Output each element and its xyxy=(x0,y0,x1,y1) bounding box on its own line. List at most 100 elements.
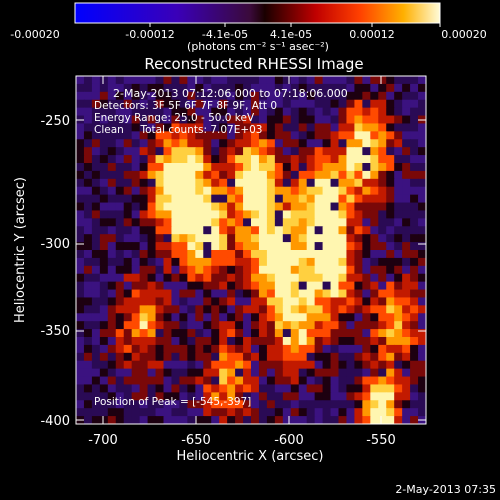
image-pixel xyxy=(155,376,165,386)
image-pixel xyxy=(346,329,355,338)
image-pixel xyxy=(251,107,260,117)
image-pixel xyxy=(338,76,348,85)
image-pixel xyxy=(394,226,403,235)
image-pixel xyxy=(354,400,363,409)
image-pixel xyxy=(330,139,340,148)
image-pixel xyxy=(338,163,348,172)
image-pixel xyxy=(235,131,244,140)
image-pixel xyxy=(219,273,228,283)
image-pixel xyxy=(282,107,292,117)
image-pixel xyxy=(243,170,252,180)
image-pixel xyxy=(418,313,426,322)
image-pixel xyxy=(362,265,371,275)
image-pixel xyxy=(219,376,228,386)
image-pixel xyxy=(227,202,236,212)
image-pixel xyxy=(195,337,204,346)
image-pixel xyxy=(386,368,395,378)
image-pixel xyxy=(211,131,220,140)
image-pixel xyxy=(251,265,260,275)
image-pixel xyxy=(211,360,220,370)
image-pixel xyxy=(147,131,157,140)
image-pixel xyxy=(314,337,324,346)
image-pixel xyxy=(203,281,212,291)
image-pixel xyxy=(354,250,363,259)
image-pixel xyxy=(163,416,173,424)
image-pixel xyxy=(123,360,133,370)
image-pixel xyxy=(147,99,157,109)
image-pixel xyxy=(76,99,85,109)
image-pixel xyxy=(107,155,117,164)
image-pixel xyxy=(282,186,292,196)
image-pixel xyxy=(330,281,340,291)
image-pixel xyxy=(354,202,363,212)
image-pixel xyxy=(354,360,363,370)
image-pixel xyxy=(298,186,308,196)
image-pixel xyxy=(171,234,180,243)
image-pixel xyxy=(282,131,292,140)
image-pixel xyxy=(290,242,300,251)
image-pixel xyxy=(179,202,188,212)
image-pixel xyxy=(306,147,316,156)
image-pixel xyxy=(211,107,220,117)
image-pixel xyxy=(91,83,101,93)
image-pixel xyxy=(338,273,348,283)
colorbar-tick-label-3: 4.1e-05 xyxy=(270,28,312,41)
image-pixel xyxy=(155,400,165,409)
image-pixel xyxy=(147,218,157,227)
image-pixel xyxy=(386,305,395,314)
image-pixel xyxy=(394,194,403,204)
image-pixel xyxy=(187,360,196,370)
image-pixel xyxy=(402,297,411,306)
image-pixel xyxy=(338,210,348,219)
image-pixel xyxy=(147,242,157,251)
image-pixel xyxy=(274,305,284,314)
image-pixel xyxy=(211,281,220,291)
image-pixel xyxy=(155,186,165,196)
image-pixel xyxy=(378,163,387,172)
image-pixel xyxy=(378,123,387,132)
annotation-detectors: Detectors: 3F 5F 6F 7F 8F 9F, Att 0 xyxy=(94,100,277,112)
image-pixel xyxy=(402,210,411,219)
image-pixel xyxy=(243,91,252,101)
image-pixel xyxy=(99,178,109,188)
image-pixel xyxy=(282,384,292,393)
image-pixel xyxy=(298,202,308,212)
image-pixel xyxy=(123,305,133,314)
image-pixel xyxy=(211,384,220,393)
image-pixel xyxy=(370,297,379,306)
image-pixel xyxy=(219,99,228,109)
image-pixel xyxy=(171,178,180,188)
image-pixel xyxy=(123,416,133,424)
image-pixel xyxy=(123,281,133,291)
image-pixel xyxy=(219,242,228,251)
image-pixel xyxy=(139,210,149,219)
image-pixel xyxy=(91,234,101,243)
image-pixel xyxy=(282,273,292,283)
image-pixel xyxy=(410,163,419,172)
image-pixel xyxy=(147,123,157,132)
image-pixel xyxy=(83,250,93,259)
image-pixel xyxy=(290,289,300,299)
image-pixel xyxy=(362,186,371,196)
image-pixel xyxy=(362,297,371,306)
image-pixel xyxy=(410,416,419,424)
image-pixel xyxy=(187,321,196,330)
image-pixel xyxy=(298,352,308,362)
image-pixel xyxy=(99,123,109,132)
image-pixel xyxy=(235,392,244,401)
image-pixel xyxy=(354,376,363,386)
image-pixel xyxy=(76,163,85,172)
image-pixel xyxy=(179,226,188,235)
image-pixel xyxy=(258,384,268,393)
y-tick-label-0: -250 xyxy=(40,114,70,129)
image-pixel xyxy=(235,163,244,172)
image-pixel xyxy=(91,360,101,370)
image-pixel xyxy=(306,368,316,378)
image-pixel xyxy=(346,257,355,267)
image-pixel xyxy=(251,416,260,424)
image-pixel xyxy=(155,416,165,424)
image-pixel xyxy=(171,123,180,132)
image-pixel xyxy=(187,257,196,267)
image-pixel xyxy=(418,344,426,354)
